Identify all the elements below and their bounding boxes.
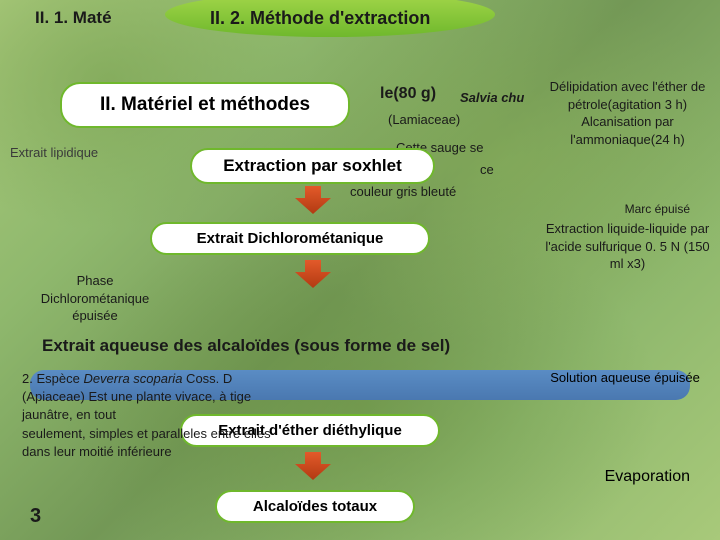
arrow-2 <box>295 260 331 288</box>
species-paragraph: 2. Espèce Deverra scoparia Coss. D (Apia… <box>22 370 372 461</box>
box-dichloro: Extrait Dichlorométanique <box>150 222 430 255</box>
partial-text-ce: ce <box>480 162 494 177</box>
para-line4: seulement, simples et paralleles entre e… <box>22 426 271 441</box>
para-line2: (Apiaceae) Est une plante vivace, à tige <box>22 389 251 404</box>
label-evaporation: Evaporation <box>605 468 690 486</box>
label-solution-aqueuse: Solution aqueuse épuisée <box>550 370 700 385</box>
header-partial-title: II. 1. Maté <box>35 8 112 28</box>
label-phase-dcm: Phase Dichlorométanique épuisée <box>20 272 170 325</box>
para-line5: dans leur moitié inférieure <box>22 444 172 459</box>
label-extrait-lipidique: Extrait lipidique <box>10 145 98 160</box>
box-totaux: Alcaloïdes totaux <box>215 490 415 523</box>
partial-text-couleur: couleur gris bleuté <box>350 184 456 199</box>
method-title: II. 2. Méthode d'extraction <box>210 8 430 29</box>
para-line3: jaunâtre, en tout <box>22 407 116 422</box>
sidebar-liqliq: Extraction liquide-liquide par l'acide s… <box>545 220 710 273</box>
label-marc: Marc épuisé <box>625 202 690 216</box>
box-aqueuse-text: Extrait aqueuse des alcaloïdes (sous for… <box>42 336 450 356</box>
sidebar-delipidation: Délipidation avec l'éther de pétrole(agi… <box>545 78 710 148</box>
box-materiel: II. Matériel et méthodes <box>60 82 350 128</box>
partial-text-lamia: (Lamiaceae) <box>388 112 460 127</box>
para-line1-prefix: 2. Espèce <box>22 371 83 386</box>
partial-text-salvia: Salvia chu <box>460 90 524 105</box>
para-line1-species: Deverra scoparia <box>83 371 182 386</box>
page-number: 3 <box>30 505 41 528</box>
partial-text-80g: le(80 g) <box>380 85 436 103</box>
para-line1-suffix: Coss. D <box>182 371 232 386</box>
box-soxhlet: Extraction par soxhlet <box>190 148 435 184</box>
arrow-1 <box>295 186 331 214</box>
